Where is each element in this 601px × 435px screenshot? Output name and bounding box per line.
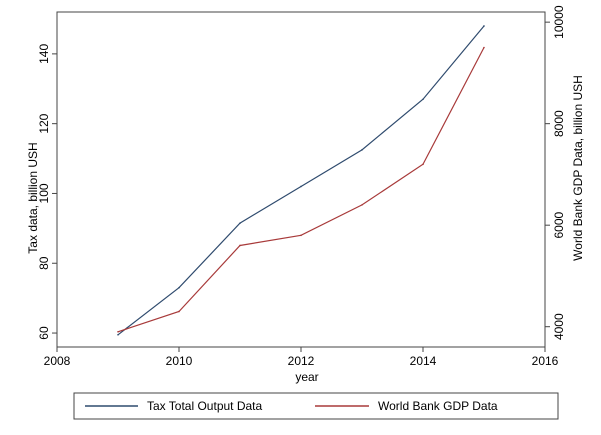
series-2-point	[483, 46, 485, 49]
series-1-point	[117, 333, 119, 336]
y-left-tick-label: 60	[37, 326, 51, 340]
y-axis-left-title: Tax data, billion USH	[26, 142, 40, 253]
series-2-point	[300, 234, 302, 237]
series-1-point	[300, 185, 302, 188]
series-1-point	[422, 98, 424, 101]
legend-label-2: World Bank GDP Data	[378, 399, 498, 413]
series-2-point	[422, 163, 424, 166]
axis-ticks: 2008 2010 2012 2014 2016 60 80 100 120 140 4000 600…	[37, 5, 566, 368]
legend-label-1: Tax Total Output Data	[147, 399, 263, 413]
y-left-tick-label: 100	[37, 183, 51, 203]
y-axis-right-title: World Bank GDP Data, billion USH	[571, 75, 585, 261]
x-tick-label: 2012	[288, 354, 315, 368]
x-tick-label: 2016	[532, 354, 559, 368]
y-left-tick-label: 120	[37, 113, 51, 133]
series-1-point	[239, 222, 241, 224]
legend: Tax Total Output Data World Bank GDP Data	[73, 392, 559, 420]
plot-area	[56, 11, 546, 348]
y-right-tick-label: 4000	[552, 313, 566, 340]
x-tick-label: 2008	[44, 354, 71, 368]
x-axis-title: year	[295, 370, 318, 384]
series-1-point	[361, 149, 363, 151]
series-2-point	[117, 330, 119, 333]
y-right-tick-label: 6000	[552, 212, 566, 239]
y-right-tick-label: 8000	[552, 110, 566, 137]
series-2-point	[239, 244, 241, 247]
series-1-point	[483, 25, 485, 27]
y-right-tick-label: 10000	[552, 5, 566, 39]
x-tick-label: 2014	[410, 354, 437, 368]
series-2-point	[178, 310, 180, 313]
x-tick-label: 2010	[166, 354, 193, 368]
series-1-point	[178, 286, 180, 289]
y-left-tick-label: 80	[37, 256, 51, 270]
series-2-point	[361, 204, 363, 206]
plot-frame	[56, 11, 546, 348]
y-left-tick-label: 140	[37, 44, 51, 64]
